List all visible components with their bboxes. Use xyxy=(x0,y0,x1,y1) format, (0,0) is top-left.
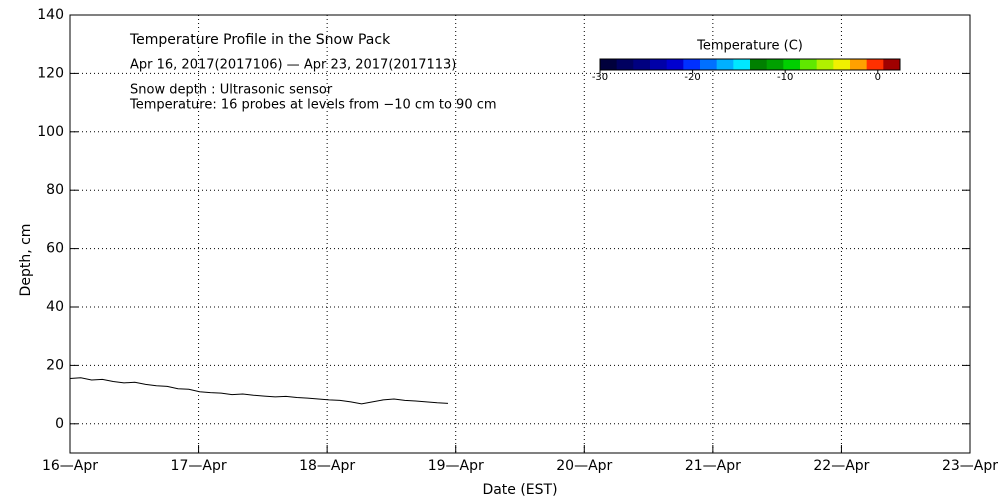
y-tick-label: 120 xyxy=(37,65,64,81)
colorbar-swatch xyxy=(816,59,834,70)
colorbar-title: Temperature (C) xyxy=(696,39,803,54)
colorbar-swatch xyxy=(883,59,901,70)
colorbar-swatch xyxy=(866,59,884,70)
colorbar-tick-label: -20 xyxy=(684,72,700,83)
y-tick-label: 100 xyxy=(37,124,64,140)
colorbar-swatch xyxy=(683,59,701,70)
colorbar-swatch xyxy=(766,59,784,70)
annotation: Snow depth : Ultrasonic sensor xyxy=(130,83,333,98)
colorbar-swatch xyxy=(716,59,734,70)
y-tick-label: 60 xyxy=(46,241,64,257)
x-tick-label: 17—Apr xyxy=(171,458,227,474)
x-tick-label: 21—Apr xyxy=(685,458,741,474)
annotation: Temperature: 16 probes at levels from −1… xyxy=(129,98,497,113)
x-tick-label: 22—Apr xyxy=(813,458,869,474)
colorbar-tick-label: 0 xyxy=(875,72,881,83)
x-tick-label: 20—Apr xyxy=(556,458,612,474)
colorbar-swatch xyxy=(800,59,818,70)
colorbar-swatch xyxy=(750,59,768,70)
colorbar-swatch xyxy=(733,59,751,70)
y-axis-label: Depth, cm xyxy=(18,224,34,297)
x-axis-label: Date (EST) xyxy=(482,482,557,498)
colorbar-swatch xyxy=(633,59,651,70)
colorbar-swatch xyxy=(783,59,801,70)
colorbar-swatch xyxy=(833,59,851,70)
x-tick-label: 19—Apr xyxy=(428,458,484,474)
colorbar-swatch xyxy=(666,59,684,70)
colorbar-swatch xyxy=(600,59,618,70)
colorbar-swatch xyxy=(650,59,668,70)
series-line xyxy=(69,377,449,405)
plot-frame xyxy=(69,14,971,454)
chart-subtitle: Apr 16, 2017(2017106) — Apr 23, 2017(201… xyxy=(130,58,456,73)
colorbar-tick-label: -30 xyxy=(592,72,608,83)
colorbar-tick-label: -10 xyxy=(777,72,793,83)
colorbar-frame xyxy=(599,58,901,71)
colorbar-swatch xyxy=(616,59,634,70)
y-tick-label: 20 xyxy=(46,357,64,373)
y-tick-label: 140 xyxy=(37,7,64,23)
colorbar-swatch xyxy=(850,59,868,70)
x-tick-label: 23—Apr xyxy=(942,458,998,474)
x-tick-label: 16—Apr xyxy=(42,458,98,474)
chart-title: Temperature Profile in the Snow Pack xyxy=(129,32,391,48)
y-tick-label: 40 xyxy=(46,299,64,315)
colorbar-swatch xyxy=(700,59,718,70)
y-tick-label: 0 xyxy=(55,416,64,432)
x-tick-label: 18—Apr xyxy=(299,458,355,474)
y-tick-label: 80 xyxy=(46,182,64,198)
